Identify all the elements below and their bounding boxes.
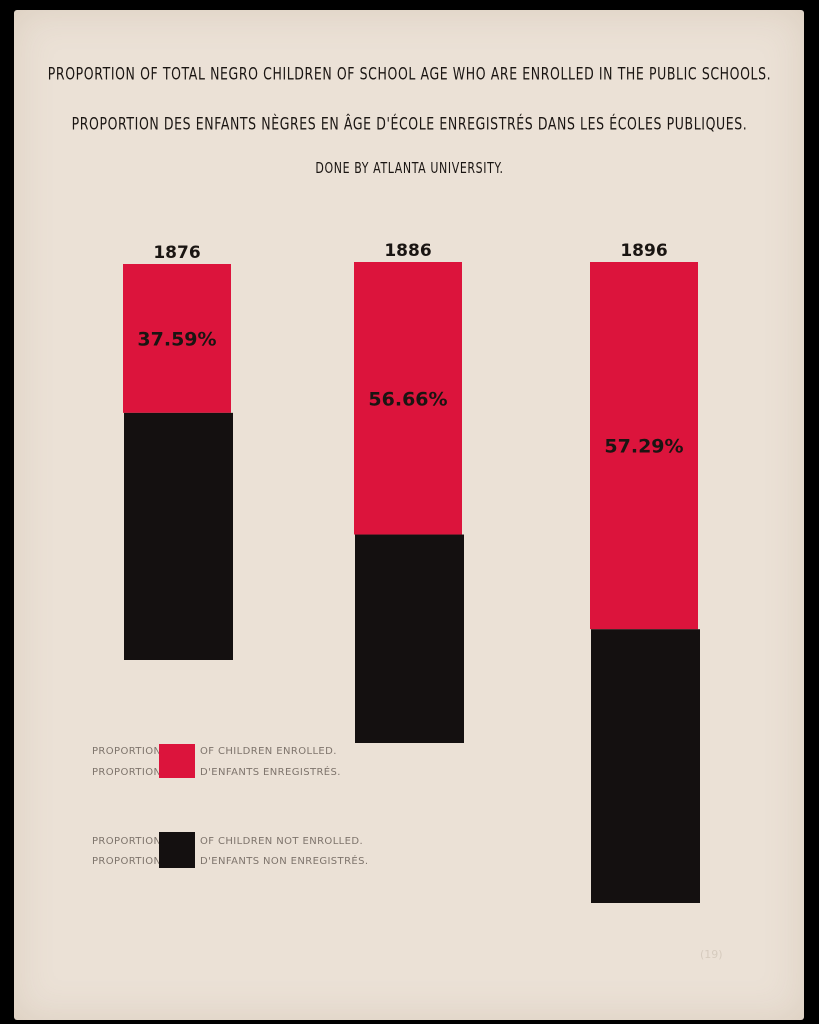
chart-title-english: PROPORTION OF TOTAL NEGRO CHILDREN OF SC…	[47, 63, 772, 84]
chart-title-french: PROPORTION DES ENFANTS NÈGRES EN ÂGE D'É…	[71, 113, 748, 134]
bar-not-enrolled-1876	[124, 412, 233, 660]
bar-enrolled-1896	[590, 262, 698, 630]
legend-not-enrolled-label-1: PROPORTION	[92, 836, 162, 847]
data-label-1896: 57.29%	[604, 436, 683, 458]
legend-enrolled-swatch	[159, 744, 195, 778]
legend-enrolled-label-2: PROPORTION	[92, 767, 162, 778]
legend-not-enrolled-label-2: PROPORTION	[92, 856, 162, 867]
legend-not-enrolled-text-1: OF CHILDREN NOT ENROLLED.	[200, 836, 364, 847]
legend-not-enrolled-swatch	[159, 832, 195, 868]
data-label-1886: 56.66%	[368, 388, 447, 410]
legend-enrolled-text-2: D'ENFANTS ENREGISTRÉS.	[200, 767, 341, 778]
year-label-1886: 1886	[384, 241, 431, 261]
bar-enrolled-1886	[354, 262, 462, 535]
legend-enrolled-label-1: PROPORTION	[92, 746, 162, 757]
bar-not-enrolled-1886	[355, 534, 464, 743]
legend-not-enrolled-text-2: D'ENFANTS NON ENREGISTRÉS.	[200, 856, 369, 867]
data-label-1876: 37.59%	[137, 328, 216, 350]
year-label-1896: 1896	[620, 241, 667, 261]
bar-not-enrolled-1896	[591, 629, 700, 903]
page-number: (19)	[700, 948, 723, 961]
legend-enrolled-text-1: OF CHILDREN ENROLLED.	[200, 746, 337, 757]
bar-enrolled-1876	[123, 264, 231, 413]
chart-credit: DONE BY ATLANTA UNIVERSITY.	[315, 159, 504, 178]
year-label-1876: 1876	[153, 243, 200, 263]
